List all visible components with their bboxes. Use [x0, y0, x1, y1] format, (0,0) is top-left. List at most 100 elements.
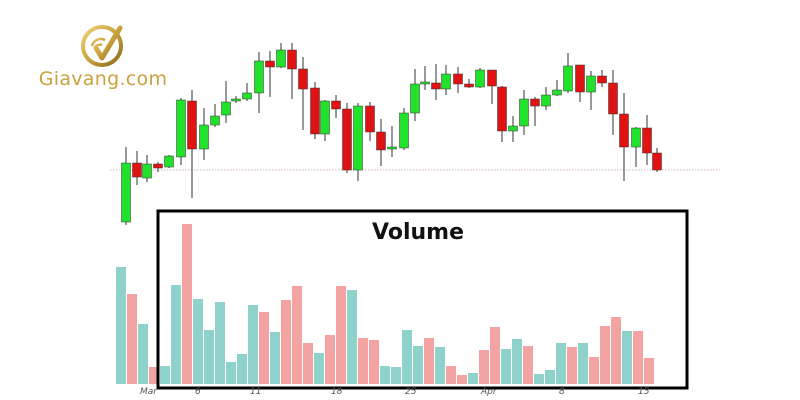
candle-body — [254, 60, 264, 94]
volume-bar — [600, 326, 610, 384]
candle-body — [608, 82, 618, 115]
volume-bar — [391, 367, 401, 384]
volume-bar — [259, 312, 269, 384]
candle-body — [221, 101, 231, 116]
volume-bar — [523, 346, 533, 384]
candle-body — [176, 99, 186, 158]
candle-body — [342, 108, 352, 171]
x-axis-tick-label: 6 — [195, 387, 201, 397]
candle-body — [453, 73, 463, 85]
volume-bar — [127, 294, 137, 384]
candle-body — [497, 86, 507, 132]
candle-body — [420, 81, 430, 85]
volume-bar — [138, 324, 148, 384]
volume-bar — [314, 353, 324, 384]
candle-body — [331, 100, 341, 110]
volume-bar — [556, 343, 566, 384]
candle-body — [399, 112, 409, 149]
x-axis-tick-label: Mar — [140, 387, 157, 397]
volume-bar — [358, 338, 368, 384]
candle-body — [310, 87, 320, 135]
candle-body — [276, 49, 286, 68]
volume-bar — [248, 305, 258, 384]
candle-body — [552, 89, 562, 96]
volume-bar — [457, 375, 467, 384]
volume-bar — [281, 300, 291, 384]
volume-bar — [490, 327, 500, 384]
volume-bar — [215, 302, 225, 384]
x-axis-tick-label: 11 — [250, 387, 262, 397]
candle-body — [631, 127, 641, 148]
volume-bar — [336, 286, 346, 384]
x-axis-tick-label: 25 — [405, 387, 417, 397]
volume-bar — [567, 347, 577, 384]
volume-bar — [545, 370, 555, 384]
candle-body — [142, 163, 152, 179]
candle-body — [508, 125, 518, 132]
volume-bar — [413, 346, 423, 384]
candle-body — [298, 68, 308, 90]
candle-body — [441, 73, 451, 90]
volume-bar — [512, 339, 522, 384]
brand-logo: Giavang.com — [28, 18, 178, 98]
volume-bar — [171, 285, 181, 384]
volume-bar — [369, 340, 379, 384]
volume-bar — [633, 331, 643, 384]
volume-bar — [303, 343, 313, 384]
volume-bar — [446, 366, 456, 384]
candle-body — [586, 75, 596, 93]
candle-body — [365, 105, 375, 133]
volume-bar — [292, 286, 302, 384]
candle-body — [242, 92, 252, 100]
volume-bar — [226, 362, 236, 384]
candle-body — [487, 69, 497, 87]
candle-body — [287, 49, 297, 70]
volume-bar — [270, 332, 280, 384]
candle-body — [431, 82, 441, 90]
volume-annotation-label: Volume — [372, 220, 464, 245]
volume-bar — [204, 330, 214, 384]
candle-body — [265, 60, 275, 68]
volume-bar — [402, 330, 412, 384]
candle-body — [530, 98, 540, 107]
volume-bar — [578, 343, 588, 384]
candle-body — [376, 131, 386, 151]
volume-bar — [325, 335, 335, 384]
volume-bar — [644, 358, 654, 384]
candle-body — [475, 69, 485, 88]
candle-body — [619, 113, 629, 148]
volume-bar — [622, 331, 632, 384]
x-axis-tick-label: 15 — [638, 387, 650, 397]
candle-body — [320, 100, 330, 135]
candle-body — [541, 94, 551, 107]
volume-bar — [347, 290, 357, 384]
x-axis-tick-label: 18 — [331, 387, 343, 397]
gold-check-emblem-icon — [81, 25, 123, 67]
volume-bar — [424, 338, 434, 384]
volume-bar — [116, 267, 126, 384]
volume-bar — [501, 349, 511, 384]
candle-body — [121, 162, 131, 223]
candle-body — [153, 163, 163, 169]
candle-body — [164, 155, 174, 168]
volume-bar — [611, 317, 621, 384]
candle-body — [519, 98, 529, 127]
volume-bar — [182, 224, 192, 384]
candle-body — [464, 83, 474, 88]
candle-body — [231, 98, 241, 102]
candle-body — [387, 146, 397, 150]
volume-bar — [479, 350, 489, 384]
volume-bar — [380, 366, 390, 384]
candle-body — [353, 105, 363, 171]
volume-bar — [589, 357, 599, 384]
volume-highlight-box — [156, 209, 689, 390]
candle-body — [575, 64, 585, 93]
volume-bar — [534, 374, 544, 384]
volume-bar — [149, 367, 159, 384]
candle-body — [210, 115, 220, 126]
x-axis-tick-label: 8 — [559, 387, 565, 397]
candle-body — [652, 152, 662, 171]
candle-body — [563, 65, 573, 92]
volume-bar — [468, 373, 478, 384]
